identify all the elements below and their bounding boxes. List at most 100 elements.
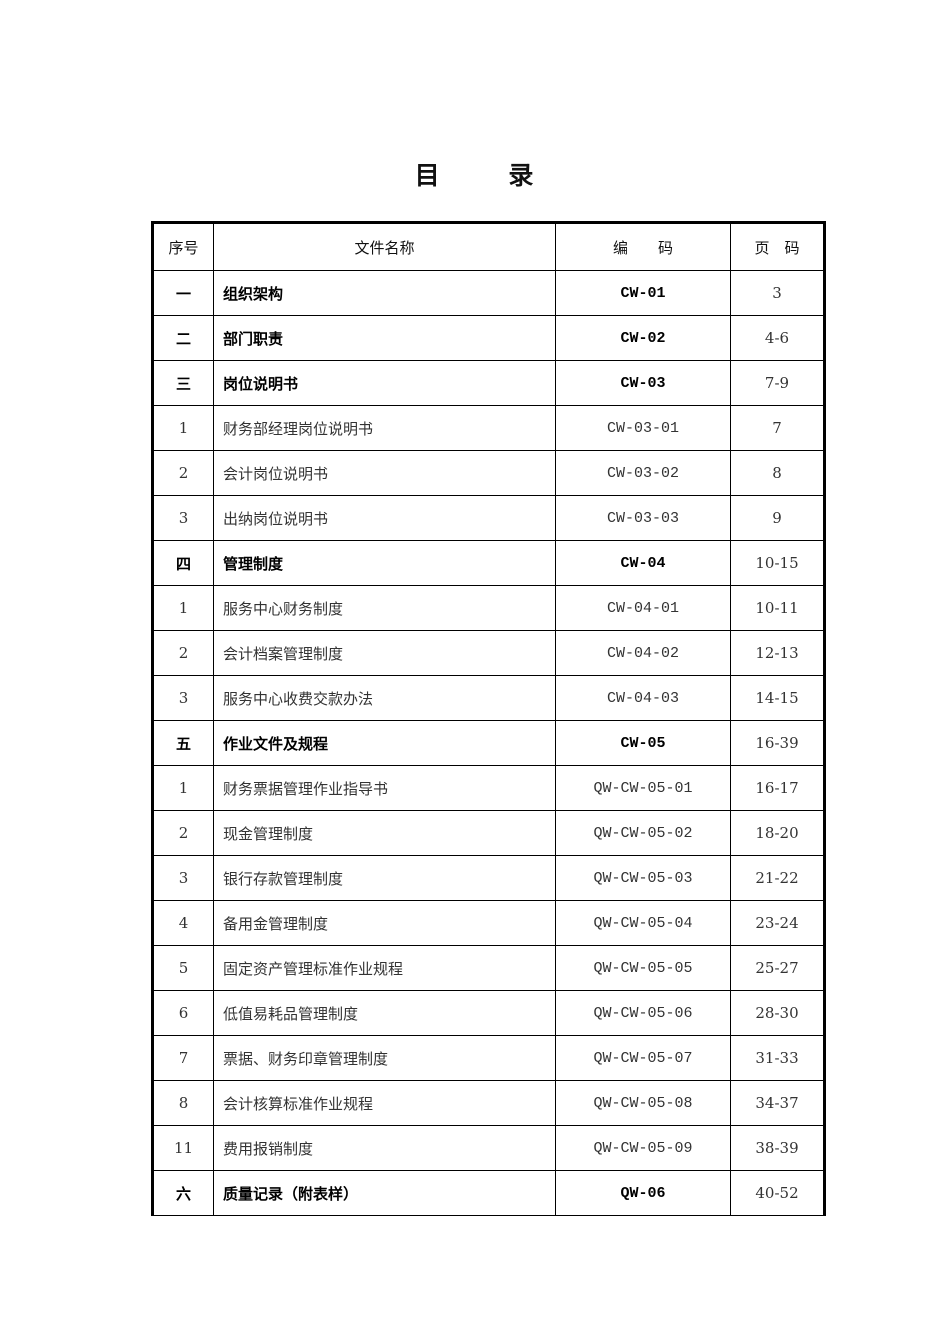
page-range: 12-13: [730, 630, 825, 676]
document-name: 会计岗位说明书: [213, 450, 556, 496]
table-row: 三岗位说明书 CW-03 7-9: [152, 360, 825, 406]
table-row: 五作业文件及规程 CW-05 16-39: [152, 720, 825, 766]
row-number: 1: [152, 405, 214, 451]
table-row: 3 出纳岗位说明书 CW-03-03 9: [152, 495, 825, 541]
document-code: QW-CW-05-03: [555, 855, 731, 901]
document-name: 财务部经理岗位说明书: [213, 405, 556, 451]
page-range: 7-9: [730, 360, 825, 406]
document-name: 服务中心收费交款办法: [213, 675, 556, 721]
document-code: QW-CW-05-08: [555, 1080, 731, 1126]
document-name: 现金管理制度: [213, 810, 556, 856]
row-number: 四: [152, 540, 214, 586]
document-code: CW-03-01: [555, 405, 731, 451]
row-number: 3: [152, 675, 214, 721]
header-page: 页 码: [730, 222, 825, 271]
table-row: 2 会计档案管理制度 CW-04-02 12-13: [152, 630, 825, 676]
document-name: 银行存款管理制度: [213, 855, 556, 901]
table-row: 1 财务部经理岗位说明书 CW-03-01 7: [152, 405, 825, 451]
page-range: 28-30: [730, 990, 825, 1036]
page-range: 4-6: [730, 315, 825, 361]
row-number: 1: [152, 765, 214, 811]
page-range: 18-20: [730, 810, 825, 856]
row-number: 二: [152, 315, 214, 361]
row-number: 8: [152, 1080, 214, 1126]
page-range: 21-22: [730, 855, 825, 901]
document-code: CW-03-03: [555, 495, 731, 541]
table-row: 二部门职责 CW-02 4-6: [152, 315, 825, 361]
document-name: 财务票据管理作业指导书: [213, 765, 556, 811]
document-code: CW-04-03: [555, 675, 731, 721]
document-name: 部门职责: [213, 315, 556, 361]
table-header-row: 序号 文件名称 编 码 页 码: [152, 222, 825, 271]
document-name: 票据、财务印章管理制度: [213, 1035, 556, 1081]
row-number: 1: [152, 585, 214, 631]
document-code: CW-04-02: [555, 630, 731, 676]
toc-table: 序号 文件名称 编 码 页 码 一组织架构 CW-01 3 二部门职责 CW-02 4-6…: [151, 221, 826, 1216]
page-range: 9: [730, 495, 825, 541]
row-number: 2: [152, 810, 214, 856]
document-code: CW-03: [555, 360, 731, 406]
table-row: 6 低值易耗品管理制度 QW-CW-05-06 28-30: [152, 990, 825, 1036]
document-code: CW-02: [555, 315, 731, 361]
table-row: 4 备用金管理制度 QW-CW-05-04 23-24: [152, 900, 825, 946]
table-row: 四管理制度 CW-04 10-15: [152, 540, 825, 586]
page-range: 16-39: [730, 720, 825, 766]
page-range: 25-27: [730, 945, 825, 991]
page-title: 目 录: [414, 161, 564, 190]
header-name: 文件名称: [213, 222, 556, 271]
row-number: 一: [152, 270, 214, 316]
document-code: CW-04: [555, 540, 731, 586]
page-range: 10-15: [730, 540, 825, 586]
header-no: 序号: [152, 222, 214, 271]
document-code: CW-04-01: [555, 585, 731, 631]
row-number: 五: [152, 720, 214, 766]
row-number: 2: [152, 450, 214, 496]
document-name: 质量记录（附表样）: [213, 1170, 556, 1216]
row-number: 6: [152, 990, 214, 1036]
row-number: 5: [152, 945, 214, 991]
table-row: 1 服务中心财务制度 CW-04-01 10-11: [152, 585, 825, 631]
page-range: 34-37: [730, 1080, 825, 1126]
row-number: 三: [152, 360, 214, 406]
page-range: 23-24: [730, 900, 825, 946]
document-code: CW-01: [555, 270, 731, 316]
document-name: 出纳岗位说明书: [213, 495, 556, 541]
document-code: QW-CW-05-02: [555, 810, 731, 856]
row-number: 3: [152, 855, 214, 901]
table-row: 3 服务中心收费交款办法 CW-04-03 14-15: [152, 675, 825, 721]
document-code: QW-06: [555, 1170, 731, 1216]
page-range: 7: [730, 405, 825, 451]
document-name: 低值易耗品管理制度: [213, 990, 556, 1036]
document-name: 备用金管理制度: [213, 900, 556, 946]
page-range: 16-17: [730, 765, 825, 811]
document-name: 费用报销制度: [213, 1125, 556, 1171]
document-name: 固定资产管理标准作业规程: [213, 945, 556, 991]
table-row: 5 固定资产管理标准作业规程 QW-CW-05-05 25-27: [152, 945, 825, 991]
header-code: 编 码: [555, 222, 731, 271]
document-code: CW-03-02: [555, 450, 731, 496]
table-row: 7 票据、财务印章管理制度 QW-CW-05-07 31-33: [152, 1035, 825, 1081]
document-code: QW-CW-05-06: [555, 990, 731, 1036]
page-range: 40-52: [730, 1170, 825, 1216]
table-row: 3 银行存款管理制度 QW-CW-05-03 21-22: [152, 855, 825, 901]
table-row: 11 费用报销制度 QW-CW-05-09 38-39: [152, 1125, 825, 1171]
row-number: 4: [152, 900, 214, 946]
document-name: 组织架构: [213, 270, 556, 316]
row-number: 11: [152, 1125, 214, 1171]
document-code: QW-CW-05-09: [555, 1125, 731, 1171]
document-name: 服务中心财务制度: [213, 585, 556, 631]
table-row: 六质量记录（附表样） QW-06 40-52: [152, 1170, 825, 1216]
row-number: 2: [152, 630, 214, 676]
page-range: 8: [730, 450, 825, 496]
document-name: 岗位说明书: [213, 360, 556, 406]
document-name: 会计核算标准作业规程: [213, 1080, 556, 1126]
document-name: 会计档案管理制度: [213, 630, 556, 676]
table-row: 2 现金管理制度 QW-CW-05-02 18-20: [152, 810, 825, 856]
table-row: 1 财务票据管理作业指导书 QW-CW-05-01 16-17: [152, 765, 825, 811]
page-range: 31-33: [730, 1035, 825, 1081]
row-number: 7: [152, 1035, 214, 1081]
row-number: 3: [152, 495, 214, 541]
table-row: 2 会计岗位说明书 CW-03-02 8: [152, 450, 825, 496]
page-range: 38-39: [730, 1125, 825, 1171]
page-range: 3: [730, 270, 825, 316]
